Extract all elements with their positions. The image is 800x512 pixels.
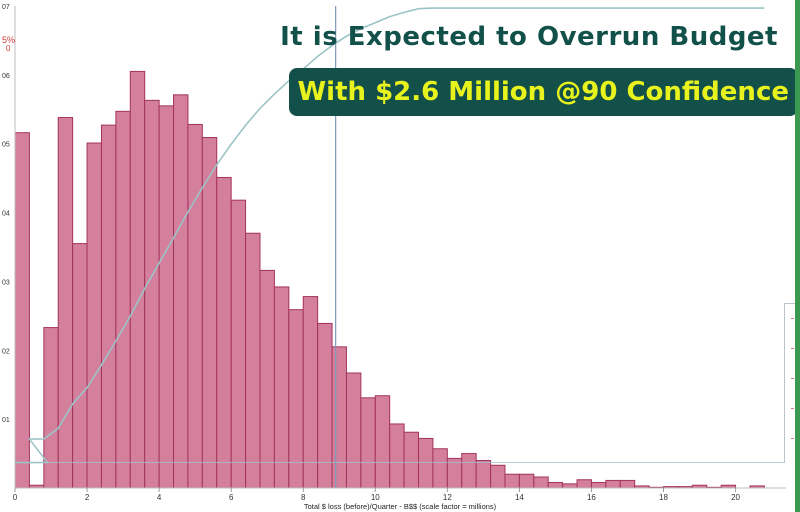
chart-subtitle: With $2.6 Million @90 Confidence bbox=[288, 68, 798, 116]
histogram-bar bbox=[576, 479, 592, 489]
side-panel-mark bbox=[791, 318, 794, 319]
histogram-bar bbox=[216, 176, 232, 489]
histogram-bar bbox=[533, 476, 549, 489]
x-tick-label: 0 bbox=[13, 493, 18, 502]
y-tick-label: 01 bbox=[2, 417, 10, 424]
histogram-bar bbox=[432, 448, 448, 489]
chart-title: It is Expected to Overrun Budget bbox=[280, 22, 778, 52]
histogram-bar bbox=[302, 296, 319, 489]
histogram-bar bbox=[504, 473, 520, 489]
histogram-bar bbox=[518, 473, 535, 489]
window-edge bbox=[795, 0, 800, 512]
histogram-bar bbox=[158, 105, 175, 489]
x-tick-label: 6 bbox=[229, 493, 234, 502]
x-tick-label: 16 bbox=[587, 493, 596, 502]
y-tick-label: 03 bbox=[2, 279, 10, 286]
histogram-bar bbox=[345, 372, 362, 489]
histogram-bar bbox=[475, 459, 492, 489]
histogram-bar bbox=[562, 483, 578, 489]
histogram-bar bbox=[115, 110, 131, 489]
y-tick-label: 07 bbox=[2, 4, 10, 11]
percentile-label: 5% bbox=[2, 35, 16, 45]
histogram-bar bbox=[173, 94, 189, 489]
histogram-bar bbox=[129, 70, 146, 489]
histogram-bar bbox=[201, 137, 218, 489]
histogram-bar bbox=[100, 124, 117, 489]
histogram-bar bbox=[403, 431, 420, 489]
histogram-bar bbox=[317, 322, 333, 489]
side-panel-mark bbox=[791, 438, 794, 439]
x-tick-label: 10 bbox=[371, 493, 380, 502]
side-panel-mark bbox=[791, 378, 794, 379]
histogram-bar bbox=[72, 243, 88, 489]
x-tick-label: 12 bbox=[443, 493, 452, 502]
histogram-bar bbox=[605, 479, 621, 489]
histogram-bar bbox=[86, 142, 102, 489]
x-tick-label: 18 bbox=[659, 493, 668, 502]
histogram-bar bbox=[187, 123, 203, 489]
histogram-bar bbox=[57, 117, 74, 489]
histogram-bar bbox=[619, 479, 636, 489]
histogram-bar bbox=[230, 199, 247, 489]
side-panel-mark bbox=[791, 408, 794, 409]
x-tick-label: 8 bbox=[301, 493, 306, 502]
histogram-bar bbox=[331, 346, 347, 489]
histogram-bar bbox=[288, 309, 304, 489]
x-tick-label: 14 bbox=[515, 493, 524, 502]
x-tick-label: 20 bbox=[731, 493, 740, 502]
side-panel-mark bbox=[791, 348, 794, 349]
histogram-bar bbox=[144, 99, 160, 489]
histogram-bar bbox=[490, 464, 506, 489]
histogram-bar bbox=[14, 132, 30, 489]
histogram-bar bbox=[360, 397, 376, 489]
y-tick-label: 06 bbox=[2, 73, 10, 80]
x-tick-label: 4 bbox=[157, 493, 162, 502]
histogram-bar bbox=[259, 269, 275, 489]
cumulative-curve bbox=[15, 7, 765, 464]
histogram-bar bbox=[418, 437, 434, 489]
x-axis-label: Total $ loss (before)/Quarter - B$$ (sca… bbox=[304, 502, 497, 511]
histogram-bar bbox=[461, 453, 477, 489]
histogram-bar bbox=[547, 481, 564, 489]
histogram-bar bbox=[273, 286, 290, 489]
histogram-bar bbox=[590, 481, 607, 489]
y-tick-label: 02 bbox=[2, 348, 10, 355]
histogram-bar bbox=[374, 395, 391, 489]
x-tick-label: 2 bbox=[85, 493, 90, 502]
y-tick-label: 04 bbox=[2, 211, 10, 218]
histogram-bar bbox=[245, 232, 261, 489]
percentile-zero-label: 0 bbox=[6, 44, 11, 53]
histogram-bar bbox=[43, 327, 59, 489]
y-tick-label: 05 bbox=[2, 142, 10, 149]
histogram-bar bbox=[389, 423, 405, 489]
